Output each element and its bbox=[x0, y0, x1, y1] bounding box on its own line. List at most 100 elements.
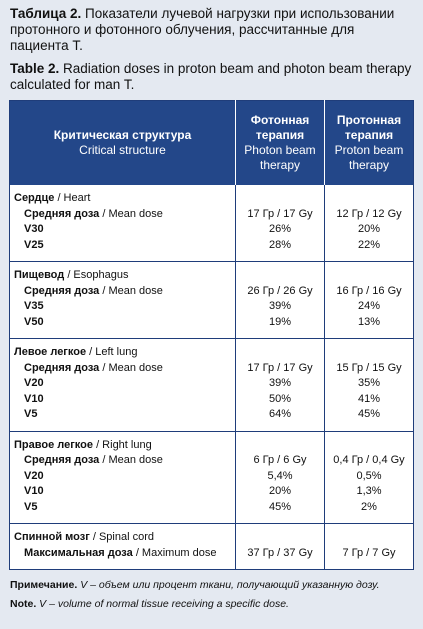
label-rest: / Spinal cord bbox=[92, 531, 155, 543]
header-en: Photon beam therapy bbox=[244, 143, 316, 172]
data-row: V10 20% 1,3% bbox=[10, 484, 414, 500]
caption-label: Table 2. bbox=[10, 61, 60, 76]
photon-value: 17 Гр / 17 Gy bbox=[235, 206, 325, 222]
label-rest: / Maximum dose bbox=[135, 546, 217, 559]
empty-cell bbox=[324, 338, 414, 361]
row-label: Средняя доза / Mean dose bbox=[10, 284, 236, 300]
note-label: Note. bbox=[10, 598, 37, 610]
group-title: Пищевод / Esophagus bbox=[10, 262, 236, 284]
data-row: V20 39% 35% bbox=[10, 376, 414, 392]
row-label: V20 bbox=[10, 469, 236, 485]
proton-value: 45% bbox=[324, 407, 414, 432]
photon-value: 26% bbox=[235, 222, 325, 238]
proton-value: 41% bbox=[324, 391, 414, 407]
note-en: Note. V – volume of normal tissue receiv… bbox=[10, 597, 413, 611]
group-title: Правое легкое / Right lung bbox=[10, 431, 236, 453]
photon-value: 64% bbox=[235, 407, 325, 432]
photon-value: 6 Гр / 6 Gy bbox=[235, 453, 325, 469]
group-row: Пищевод / Esophagus bbox=[10, 261, 414, 284]
proton-value: 7 Гр / 7 Gy bbox=[324, 545, 414, 570]
label-bold: V20 bbox=[24, 377, 44, 389]
row-label: V25 bbox=[9, 237, 236, 262]
caption-text: Показатели лучевой нагрузки при использо… bbox=[10, 6, 395, 53]
note-ru: Примечание. V – объем или процент ткани,… bbox=[10, 578, 413, 592]
header-en: Proton beam therapy bbox=[334, 143, 404, 172]
header-ru: Критическая структура bbox=[53, 128, 192, 142]
proton-value: 2% bbox=[324, 499, 414, 524]
data-row: V25 28% 22% bbox=[9, 237, 414, 262]
header-cell: Фотонная терапия Photon beam therapy bbox=[235, 100, 325, 185]
group-row: Левое легкое / Left lung bbox=[10, 338, 414, 361]
group-title: Левое легкое / Left lung bbox=[10, 339, 236, 361]
group-row: Спинной мозг / Spinal cord bbox=[10, 523, 414, 546]
label-bold: V25 bbox=[24, 238, 44, 251]
empty-cell bbox=[324, 261, 414, 284]
photon-value: 39% bbox=[235, 376, 325, 392]
header-en: Critical structure bbox=[79, 143, 166, 157]
data-row: V50 19% 13% bbox=[9, 314, 414, 339]
row-label: Максимальная доза / Maximum dose bbox=[9, 545, 236, 570]
proton-value: 35% bbox=[324, 376, 414, 392]
label-bold: Средняя доза bbox=[24, 454, 100, 466]
label-bold: Средняя доза bbox=[24, 361, 100, 374]
group-row: Правое легкое / Right lung bbox=[10, 431, 414, 453]
note-text: V – объем или процент ткани, получающий … bbox=[80, 579, 380, 591]
photon-value: 17 Гр / 17 Gy bbox=[235, 360, 325, 376]
label-rest: / Left lung bbox=[89, 346, 138, 358]
photon-value: 37 Гр / 37 Gy bbox=[235, 545, 325, 570]
label-bold: Правое легкое bbox=[14, 438, 93, 451]
data-row: Средняя доза / Mean dose 17 Гр / 17 Gy 15 … bbox=[10, 360, 414, 377]
data-row: V10 50% 41% bbox=[10, 391, 414, 407]
row-label: V10 bbox=[10, 484, 236, 500]
photon-value: 50% bbox=[235, 391, 325, 407]
label-bold: V5 bbox=[24, 408, 38, 420]
row-label: Средняя доза / Mean dose bbox=[10, 207, 236, 223]
empty-cell bbox=[235, 185, 325, 207]
photon-value: 19% bbox=[235, 314, 325, 339]
data-row: V5 64% 45% bbox=[9, 407, 414, 432]
label-bold: V30 bbox=[24, 223, 44, 235]
header-cell: Протонная терапия Proton beam therapy bbox=[324, 100, 414, 185]
proton-value: 20% bbox=[324, 222, 414, 238]
row-label: V5 bbox=[9, 499, 236, 524]
label-bold: Средняя доза bbox=[24, 207, 100, 220]
label-rest: / Mean dose bbox=[102, 284, 163, 297]
label-bold: Спинной мозг bbox=[14, 531, 90, 543]
header-ru: Протонная терапия bbox=[336, 113, 402, 142]
proton-value: 0,4 Гр / 0,4 Gy bbox=[324, 453, 414, 469]
data-row: V30 26% 20% bbox=[10, 222, 414, 238]
group-row: Сердце / Heart bbox=[10, 185, 414, 207]
empty-cell bbox=[324, 185, 414, 207]
data-row: V35 39% 24% bbox=[10, 299, 414, 315]
label-rest: / Heart bbox=[57, 192, 91, 204]
proton-value: 12 Гр / 12 Gy bbox=[324, 206, 414, 222]
row-label: Средняя доза / Mean dose bbox=[10, 361, 236, 377]
row-label: V30 bbox=[10, 222, 236, 238]
data-row: V5 45% 2% bbox=[9, 499, 414, 524]
photon-value: 5,4% bbox=[235, 468, 325, 484]
header-row: Критическая структура Critical structure Ф… bbox=[9, 100, 414, 185]
row-label: V20 bbox=[10, 376, 236, 392]
caption-en: Table 2. Radiation doses in proton beam … bbox=[10, 61, 413, 93]
photon-value: 45% bbox=[235, 499, 325, 524]
group-title: Спинной мозг / Spinal cord bbox=[10, 524, 236, 546]
data-row: Максимальная доза / Maximum dose 37 Гр / … bbox=[9, 545, 414, 570]
proton-value: 24% bbox=[324, 299, 414, 315]
row-label: Средняя доза / Mean dose bbox=[10, 453, 236, 469]
label-bold: V5 bbox=[24, 500, 38, 513]
proton-value: 1,3% bbox=[324, 484, 414, 500]
photon-value: 20% bbox=[235, 484, 325, 500]
empty-cell bbox=[235, 523, 325, 546]
empty-cell bbox=[235, 261, 325, 284]
note-text: V – volume of normal tissue receiving a … bbox=[39, 598, 289, 610]
label-bold: V35 bbox=[24, 300, 44, 312]
label-rest: / Esophagus bbox=[67, 269, 129, 281]
label-rest: / Mean dose bbox=[102, 454, 163, 466]
proton-value: 13% bbox=[324, 314, 414, 339]
row-label: V35 bbox=[10, 299, 236, 315]
note-label: Примечание. bbox=[10, 579, 78, 591]
empty-cell bbox=[235, 338, 325, 361]
caption-ru: Таблица 2. Показатели лучевой нагрузки п… bbox=[10, 0, 413, 54]
caption-label: Таблица 2. bbox=[10, 6, 82, 21]
row-label: V5 bbox=[9, 407, 236, 432]
